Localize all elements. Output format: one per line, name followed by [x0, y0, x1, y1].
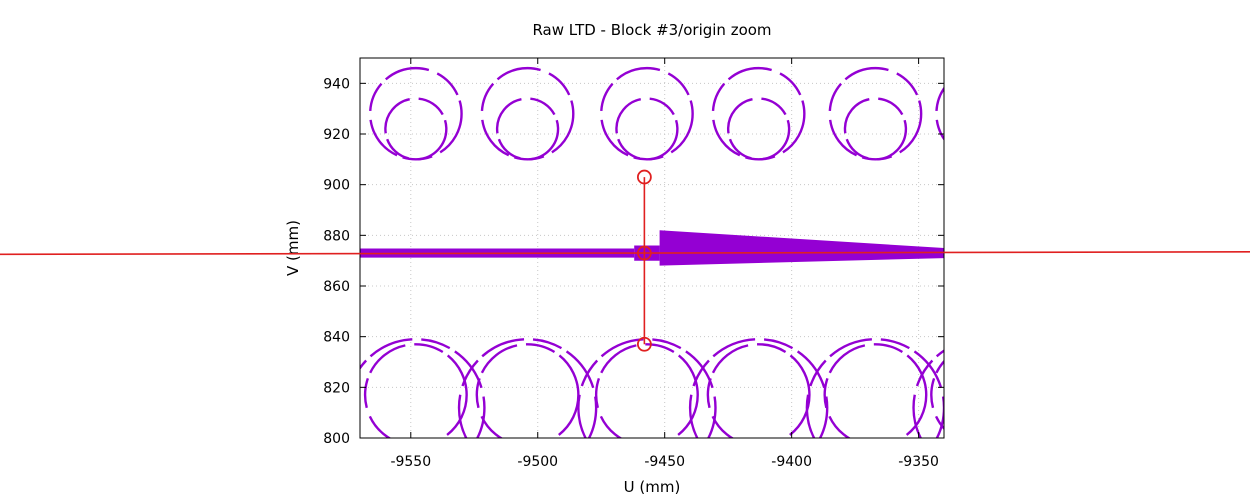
marker-circle	[636, 245, 652, 261]
y-tick-label: 860	[323, 279, 350, 295]
y-tick-label: 900	[323, 178, 350, 194]
data-band	[659, 230, 944, 266]
data-arc	[828, 66, 923, 161]
data-arc	[912, 349, 944, 438]
x-tick-label: -9500	[517, 454, 558, 470]
data-arc	[480, 66, 575, 161]
overlay	[0, 169, 1250, 352]
data-arc	[368, 66, 463, 161]
data-arc	[935, 86, 944, 142]
x-axis-label: U (mm)	[624, 478, 681, 496]
chart-title: Raw LTD - Block #3/origin zoom	[532, 21, 771, 39]
data-arc	[823, 343, 928, 438]
data-arc	[711, 66, 806, 161]
x-tick-label: -9550	[390, 454, 431, 470]
y-tick-label: 820	[323, 380, 350, 396]
data-arc	[360, 338, 486, 438]
y-tick-label: 920	[323, 127, 350, 143]
data-points	[360, 66, 1013, 438]
y-tick-label: 800	[323, 431, 350, 447]
data-arc	[805, 338, 944, 438]
data-arc	[457, 338, 598, 438]
marker-circle	[636, 169, 652, 185]
data-arc	[384, 97, 448, 161]
y-tick-label: 880	[323, 228, 350, 244]
marker-circle	[636, 336, 652, 352]
data-arc	[706, 343, 811, 438]
axis-ticks: -9550 -9500 -9450 -9400 -9350 800 820 840 860 880…	[323, 58, 944, 470]
data-arc	[930, 359, 944, 431]
x-tick-label: -9450	[644, 454, 685, 470]
x-tick-label: -9400	[771, 454, 812, 470]
x-tick-label: -9350	[898, 454, 939, 470]
data-arc	[843, 97, 908, 161]
y-tick-label: 940	[323, 76, 350, 92]
plot-frame	[359, 57, 945, 439]
y-axis-label: V (mm)	[284, 220, 302, 276]
data-arc	[615, 97, 679, 161]
reference-line	[0, 251, 1250, 256]
data-arc	[600, 66, 694, 161]
data-arc	[726, 97, 791, 161]
data-arc	[363, 343, 468, 438]
data-arc	[475, 343, 580, 438]
y-tick-label: 840	[323, 330, 350, 346]
data-arc	[952, 99, 1013, 160]
data-arc	[577, 338, 717, 438]
data-arc	[495, 97, 560, 161]
data-arc	[594, 343, 699, 438]
